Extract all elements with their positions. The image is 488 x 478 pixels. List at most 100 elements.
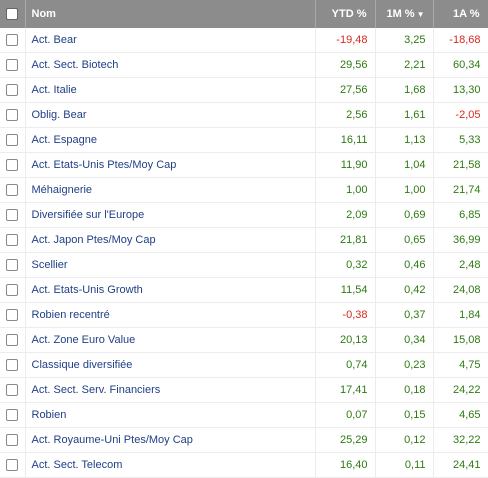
table-row[interactable]: Act. Espagne 16,11 1,13 5,33 xyxy=(0,127,488,153)
checkbox[interactable] xyxy=(6,134,19,146)
performance-value: 0,34 xyxy=(375,327,434,353)
performance-value: 0,74 xyxy=(315,352,376,378)
performance-value: 11,54 xyxy=(315,277,376,303)
fund-name[interactable]: Act. Etats-Unis Ptes/Moy Cap xyxy=(25,152,316,178)
fund-name[interactable]: Act. Zone Euro Value xyxy=(25,327,316,353)
performance-value: 0,23 xyxy=(375,352,434,378)
table-row[interactable]: Méhaignerie 1,00 1,00 21,74 xyxy=(0,177,488,203)
column-header[interactable]: Nom xyxy=(25,0,316,28)
checkbox[interactable] xyxy=(6,84,19,96)
header-text: 1A % xyxy=(453,8,480,20)
column-header[interactable]: YTD % xyxy=(315,0,376,28)
table-row[interactable]: Act. Etats-Unis Growth 11,54 0,42 24,08 xyxy=(0,277,488,303)
select-all[interactable] xyxy=(0,0,26,28)
performance-value: -18,68 xyxy=(433,28,488,53)
fund-name[interactable]: Act. Espagne xyxy=(25,127,316,153)
checkbox[interactable] xyxy=(6,259,19,271)
select-cell xyxy=(0,252,26,278)
performance-value: 0,69 xyxy=(375,202,434,228)
sort-icon[interactable]: ▼ xyxy=(416,10,425,19)
fund-name[interactable]: Act. Bear xyxy=(25,28,316,53)
performance-value: 0,46 xyxy=(375,252,434,278)
select-cell xyxy=(0,177,26,203)
performance-value: 0,37 xyxy=(375,302,434,328)
table-row[interactable]: Act. Sect. Biotech 29,56 2,21 60,34 xyxy=(0,52,488,78)
checkbox[interactable] xyxy=(6,434,19,446)
checkbox[interactable] xyxy=(6,359,19,371)
fund-name[interactable]: Act. Italie xyxy=(25,77,316,103)
table-row[interactable]: Act. Japon Ptes/Moy Cap 21,81 0,65 36,99 xyxy=(0,227,488,253)
checkbox[interactable] xyxy=(6,209,19,221)
header-text: 1M % xyxy=(386,8,415,20)
fund-name[interactable]: Act. Sect. Serv. Financiers xyxy=(25,377,316,403)
table-row[interactable]: Act. Sect. Serv. Financiers 17,41 0,18 24,2… xyxy=(0,377,488,403)
performance-value: 1,00 xyxy=(375,177,434,203)
column-header[interactable]: 1A % xyxy=(433,0,488,28)
performance-value: 0,32 xyxy=(315,252,376,278)
performance-value: 4,75 xyxy=(433,352,488,378)
performance-value: 29,56 xyxy=(315,52,376,78)
checkbox[interactable] xyxy=(6,8,19,20)
performance-value: 2,21 xyxy=(375,52,434,78)
table-row[interactable]: Act. Bear -19,48 3,25 -18,68 xyxy=(0,28,488,53)
select-cell xyxy=(0,28,26,53)
performance-value: 21,81 xyxy=(315,227,376,253)
select-cell xyxy=(0,402,26,428)
performance-value: 0,65 xyxy=(375,227,434,253)
table-row[interactable]: Scellier 0,32 0,46 2,48 xyxy=(0,252,488,278)
performance-value: 5,33 xyxy=(433,127,488,153)
performance-value: 32,22 xyxy=(433,427,488,453)
select-cell xyxy=(0,452,26,478)
fund-name[interactable]: Act. Sect. Biotech xyxy=(25,52,316,78)
checkbox[interactable] xyxy=(6,384,19,396)
column-header[interactable]: 1M % ▼ xyxy=(375,0,434,28)
select-cell xyxy=(0,277,26,303)
fund-name[interactable]: Act. Royaume-Uni Ptes/Moy Cap xyxy=(25,427,316,453)
checkbox[interactable] xyxy=(6,309,19,321)
table-row[interactable]: Act. Royaume-Uni Ptes/Moy Cap 25,29 0,12 32… xyxy=(0,427,488,453)
checkbox[interactable] xyxy=(6,234,19,246)
select-cell xyxy=(0,127,26,153)
checkbox[interactable] xyxy=(6,409,19,421)
fund-name[interactable]: Méhaignerie xyxy=(25,177,316,203)
table-row[interactable]: Act. Sect. Telecom 16,40 0,11 24,41 xyxy=(0,452,488,478)
table-row[interactable]: Act. Zone Euro Value 20,13 0,34 15,08 xyxy=(0,327,488,353)
table-row[interactable]: Diversifiée sur l'Europe 2,09 0,69 6,85 xyxy=(0,202,488,228)
checkbox[interactable] xyxy=(6,284,19,296)
table-row[interactable]: Classique diversifiée 0,74 0,23 4,75 xyxy=(0,352,488,378)
performance-value: 1,13 xyxy=(375,127,434,153)
checkbox[interactable] xyxy=(6,109,19,121)
performance-value: -0,38 xyxy=(315,302,376,328)
performance-value: 4,65 xyxy=(433,402,488,428)
fund-name[interactable]: Robien xyxy=(25,402,316,428)
checkbox[interactable] xyxy=(6,459,19,471)
fund-name[interactable]: Scellier xyxy=(25,252,316,278)
performance-value: 15,08 xyxy=(433,327,488,353)
fund-name[interactable]: Oblig. Bear xyxy=(25,102,316,128)
fund-name[interactable]: Classique diversifiée xyxy=(25,352,316,378)
header-text: Nom xyxy=(31,8,56,20)
table-row[interactable]: Robien recentré -0,38 0,37 1,84 xyxy=(0,302,488,328)
header-text: YTD % xyxy=(331,8,367,20)
performance-value: 11,90 xyxy=(315,152,376,178)
checkbox[interactable] xyxy=(6,34,19,46)
checkbox[interactable] xyxy=(6,59,19,71)
table-row[interactable]: Act. Etats-Unis Ptes/Moy Cap 11,90 1,04 21,… xyxy=(0,152,488,178)
table-body: Act. Bear -19,48 3,25 -18,68 Act. Sect. Biot… xyxy=(0,28,488,478)
checkbox[interactable] xyxy=(6,159,19,171)
select-cell xyxy=(0,327,26,353)
performance-value: 17,41 xyxy=(315,377,376,403)
select-cell xyxy=(0,52,26,78)
checkbox[interactable] xyxy=(6,184,19,196)
fund-name[interactable]: Act. Sect. Telecom xyxy=(25,452,316,478)
fund-name[interactable]: Robien recentré xyxy=(25,302,316,328)
fund-name[interactable]: Act. Japon Ptes/Moy Cap xyxy=(25,227,316,253)
table-row[interactable]: Oblig. Bear 2,56 1,61 -2,05 xyxy=(0,102,488,128)
table-row[interactable]: Robien 0,07 0,15 4,65 xyxy=(0,402,488,428)
fund-name[interactable]: Diversifiée sur l'Europe xyxy=(25,202,316,228)
table-row[interactable]: Act. Italie 27,56 1,68 13,30 xyxy=(0,77,488,103)
fund-name[interactable]: Act. Etats-Unis Growth xyxy=(25,277,316,303)
select-cell xyxy=(0,352,26,378)
checkbox[interactable] xyxy=(6,334,19,346)
